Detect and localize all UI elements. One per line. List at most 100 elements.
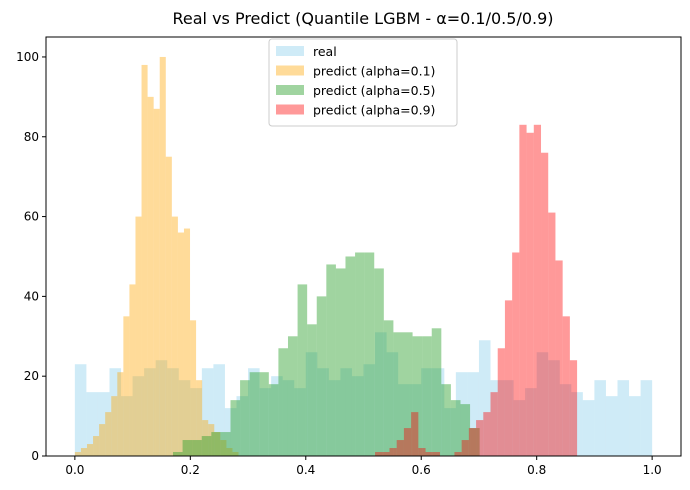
y-tick-label: 100 [16,50,39,64]
legend-label: predict (alpha=0.1) [313,64,435,79]
bar [432,452,440,456]
bar [307,324,317,456]
bar [132,376,145,456]
bar [431,328,442,456]
bar [305,352,318,456]
legend-label: real [313,44,337,59]
bar [375,332,387,456]
bar [340,368,352,456]
bar [259,372,269,456]
bar [468,428,477,456]
bar [183,228,191,456]
histogram-bars [74,56,653,457]
bar [409,384,422,456]
bar [497,348,505,456]
bar [502,380,514,456]
bar [328,380,341,456]
bar [248,368,260,456]
bar [476,420,484,456]
bar [190,388,202,456]
x-tick-label: 0.8 [527,463,546,477]
x-axis: 0.0 0.2 0.4 0.6 0.8 1.0 [65,456,662,477]
bar [178,380,191,456]
bar [519,124,527,457]
bar [533,124,542,457]
bar [541,152,549,456]
bar [569,360,578,456]
legend-label: predict (alpha=0.9) [313,103,435,118]
bar [396,440,404,456]
bar [454,452,462,456]
bar [316,296,327,456]
bar [111,396,118,456]
bar [129,284,136,456]
bar [135,216,142,456]
bar [364,252,375,456]
y-tick-label: 20 [24,369,39,383]
bar [402,332,413,456]
bar [629,396,641,456]
bar [97,392,110,456]
bar [444,408,456,456]
series-2 [173,252,480,456]
bar [196,380,203,456]
bar [86,444,94,456]
bar [202,420,209,456]
bar [99,424,106,456]
bar [121,396,133,456]
bar [271,376,283,456]
bar [421,368,433,456]
bar [536,352,549,456]
bar [355,252,365,456]
series-0 [74,332,653,456]
bar [470,428,480,456]
bar [483,412,491,456]
bar [412,336,423,456]
legend-swatch [276,85,304,95]
bar [460,404,471,456]
bar [504,300,513,456]
bar [582,400,595,456]
bar [555,260,563,456]
legend-swatch [276,65,304,76]
bar [461,440,469,456]
bar [171,216,178,456]
bar [317,368,329,456]
bar [526,132,534,456]
legend-label: predict (alpha=0.5) [313,83,435,98]
bar [490,392,498,456]
bar [467,372,479,456]
bar [297,284,308,456]
x-tick-label: 1.0 [643,463,662,477]
bar [86,392,98,456]
bar [105,412,112,456]
bar [548,212,556,456]
bar [287,336,298,456]
bar [123,316,130,456]
bar [155,360,168,456]
x-tick-label: 0.6 [412,463,431,477]
bar [398,384,410,456]
bar [617,380,630,456]
bar [192,440,202,456]
bar [211,432,221,456]
y-tick-label: 60 [24,210,39,224]
bar [224,408,237,456]
bar [386,352,399,456]
x-tick-label: 0.2 [181,463,200,477]
bar [226,448,233,456]
bar [230,400,241,456]
legend: real predict (alpha=0.1) predict (alpha=0.… [268,38,458,127]
bar [141,64,148,456]
bar [335,268,346,456]
bar [478,340,491,456]
bar [214,432,221,456]
legend-swatch [276,46,304,56]
bar [236,396,249,456]
y-tick-label: 0 [31,449,39,463]
bar [259,388,272,456]
x-tick-label: 0.4 [296,463,315,477]
bar [240,380,250,456]
legend-box [268,38,458,127]
bar [594,380,606,456]
